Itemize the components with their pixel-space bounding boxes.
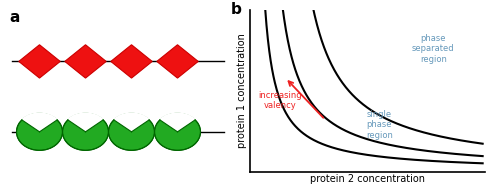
Text: phase
separated
region: phase separated region — [412, 34, 455, 64]
Polygon shape — [65, 45, 106, 78]
Text: single
phase
region: single phase region — [366, 110, 392, 140]
Y-axis label: protein 1 concentration: protein 1 concentration — [237, 33, 247, 148]
Text: b: b — [231, 2, 242, 17]
Polygon shape — [111, 45, 152, 78]
Circle shape — [108, 113, 154, 150]
Wedge shape — [21, 112, 58, 132]
Wedge shape — [113, 112, 150, 132]
Circle shape — [154, 113, 200, 150]
Text: a: a — [10, 10, 20, 25]
Circle shape — [62, 113, 108, 150]
X-axis label: protein 2 concentration: protein 2 concentration — [310, 174, 425, 184]
Wedge shape — [159, 112, 196, 132]
Polygon shape — [157, 45, 198, 78]
Text: increasing
valency: increasing valency — [258, 91, 302, 110]
Polygon shape — [19, 45, 60, 78]
Circle shape — [16, 113, 62, 150]
Wedge shape — [67, 112, 104, 132]
